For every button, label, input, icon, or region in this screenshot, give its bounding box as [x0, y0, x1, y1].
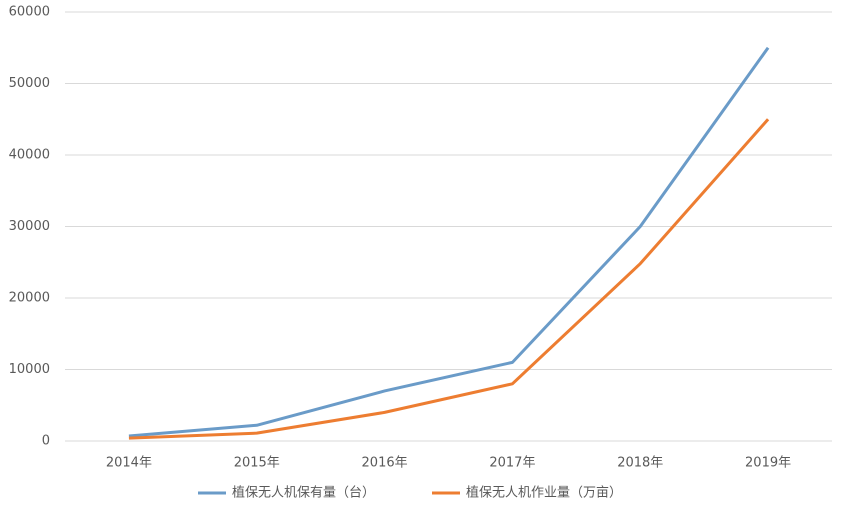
x-tick-label: 2015年 — [234, 456, 280, 471]
x-tick-label: 2017年 — [489, 456, 535, 471]
y-tick-label: 30000 — [9, 219, 50, 234]
y-tick-label: 50000 — [9, 76, 50, 91]
y-tick-label: 40000 — [9, 148, 50, 163]
series-line — [128, 46, 770, 438]
y-tick-label: 0 — [42, 434, 50, 449]
legend-label: 植保无人机保有量（台） — [232, 486, 375, 501]
x-tick-label: 2019年 — [745, 456, 791, 471]
y-tick-label: 60000 — [9, 5, 50, 20]
x-tick-label: 2018年 — [617, 456, 663, 471]
y-tick-label: 10000 — [9, 362, 50, 377]
legend-label: 植保无人机作业量（万亩） — [466, 485, 622, 501]
series-line — [128, 118, 770, 440]
y-tick-label: 20000 — [9, 291, 50, 306]
x-tick-label: 2014年 — [106, 456, 152, 471]
x-tick-label: 2016年 — [362, 456, 408, 471]
